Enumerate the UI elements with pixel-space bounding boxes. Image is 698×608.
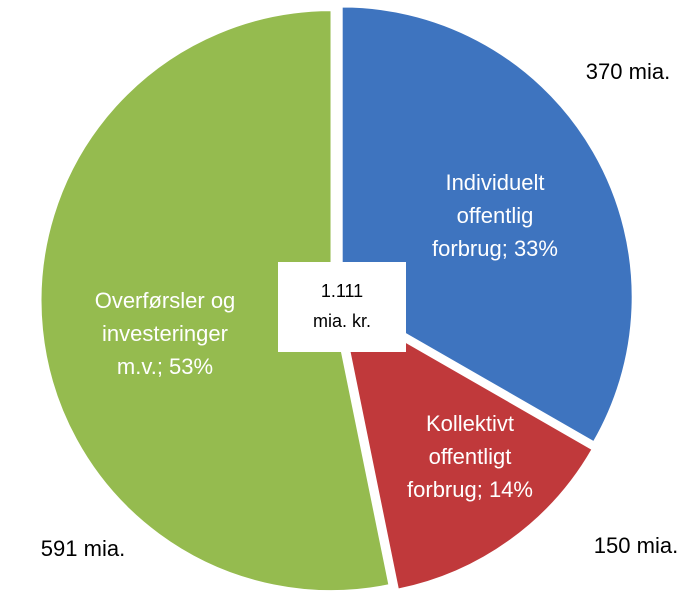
value-label: 370 mia. bbox=[586, 59, 670, 84]
slice-label: forbrug; 33% bbox=[432, 236, 558, 261]
slice-label: m.v.; 53% bbox=[117, 354, 213, 379]
value-label: 591 mia. bbox=[41, 536, 125, 561]
center-label: 1.111 bbox=[321, 281, 363, 301]
pie-slice bbox=[40, 10, 390, 592]
value-label: 150 mia. bbox=[594, 533, 678, 558]
slice-label: Overførsler og bbox=[95, 288, 236, 313]
center-label: mia. kr. bbox=[313, 311, 371, 331]
pie-slice bbox=[341, 6, 633, 443]
slice-label: forbrug; 14% bbox=[407, 477, 533, 502]
slice-label: Kollektivt bbox=[426, 411, 514, 436]
slice-label: offentligt bbox=[429, 444, 512, 469]
pie-slice bbox=[339, 303, 593, 590]
center-box bbox=[278, 262, 406, 352]
slice-label: offentlig bbox=[457, 203, 534, 228]
slice-label: Individuelt bbox=[445, 170, 544, 195]
slice-label: investeringer bbox=[102, 321, 228, 346]
